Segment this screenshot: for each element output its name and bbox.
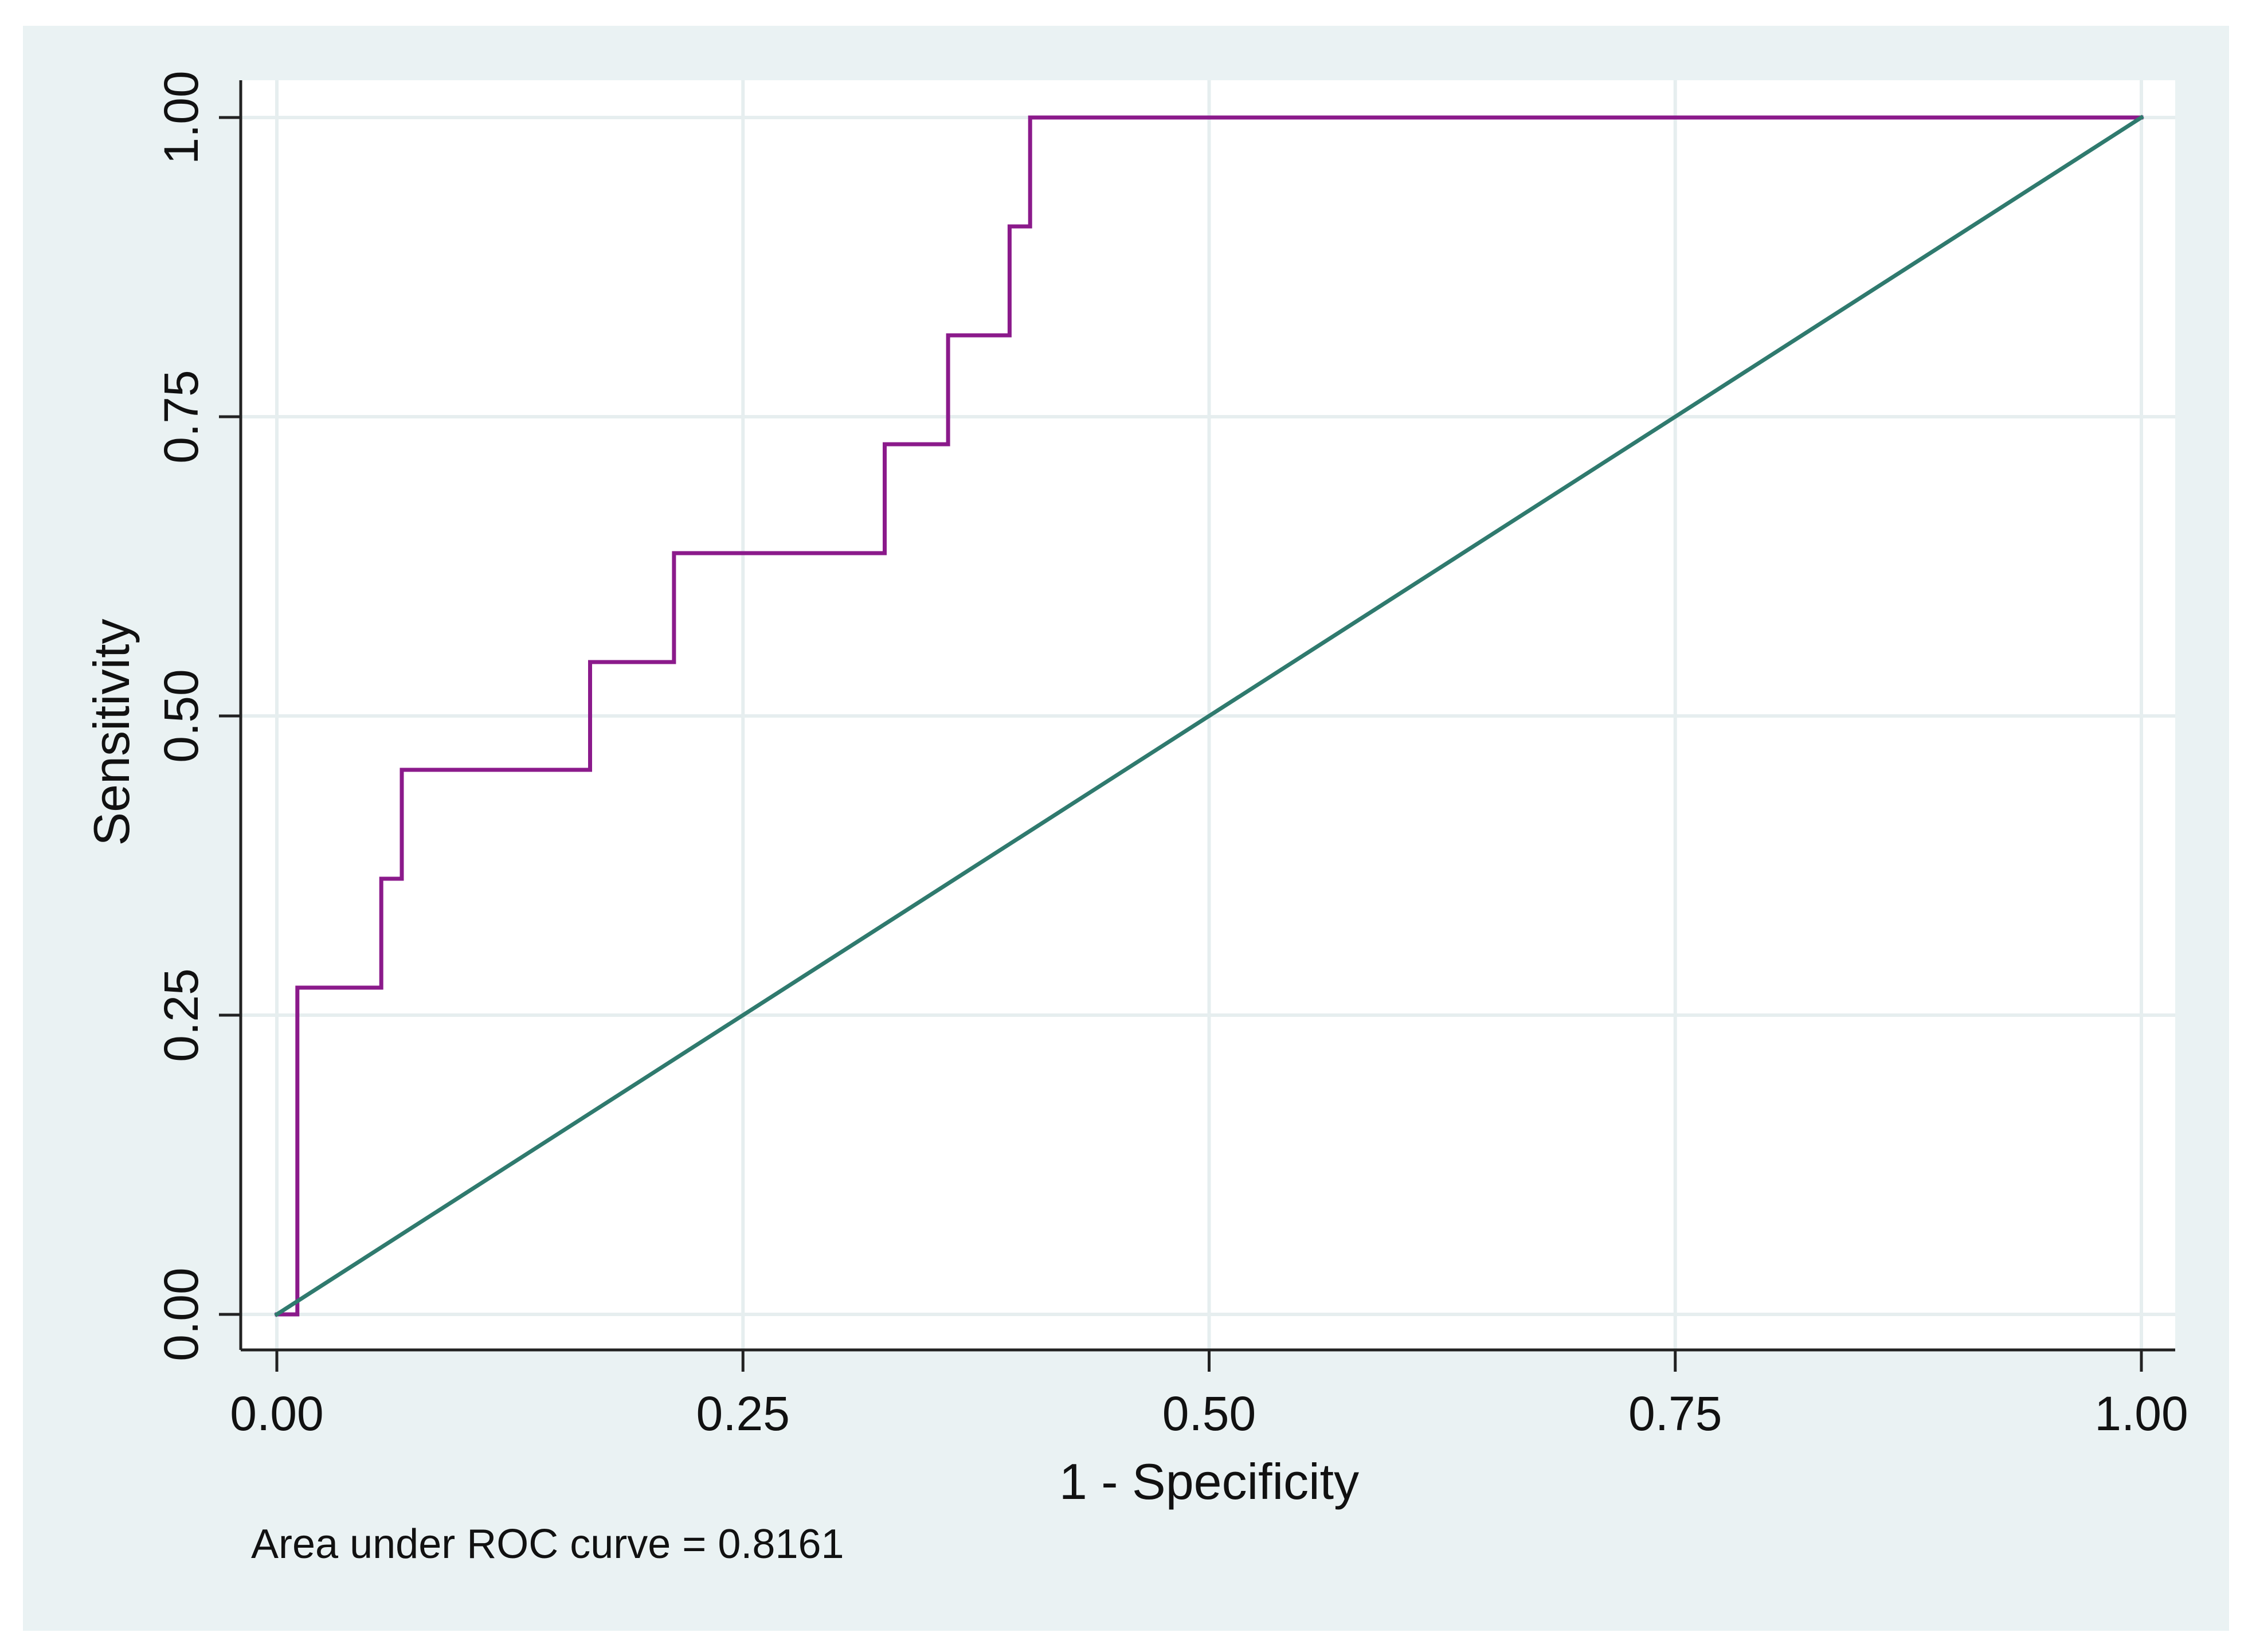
tick-labels: 0.00 0.25 0.50 0.75 1.00 0.00 0.25 0.50 0.75 1.00 <box>154 71 2188 1440</box>
auc-annotation: Area under ROC curve = 0.8161 <box>251 1521 844 1567</box>
y-tick-label: 0.50 <box>154 669 208 763</box>
y-tick-label: 0.75 <box>154 370 208 464</box>
y-tick-label: 0.25 <box>154 968 208 1062</box>
roc-curve <box>275 115 2144 1317</box>
x-tick-label: 0.00 <box>230 1387 324 1440</box>
reference-diagonal-line <box>274 115 2144 1317</box>
x-tick-label: 0.25 <box>696 1387 790 1440</box>
x-tick-label: 1.00 <box>2094 1387 2188 1440</box>
axes <box>219 80 2175 1372</box>
x-tick-label: 0.50 <box>1162 1387 1256 1440</box>
y-tick-label: 1.00 <box>154 71 208 165</box>
y-axis-title: Sensitivity <box>83 618 140 845</box>
y-tick-label: 0.00 <box>154 1267 208 1361</box>
series-layer <box>274 115 2144 1317</box>
x-tick-label: 0.75 <box>1628 1387 1722 1440</box>
x-axis-title: 1 - Specificity <box>1059 1453 1359 1510</box>
